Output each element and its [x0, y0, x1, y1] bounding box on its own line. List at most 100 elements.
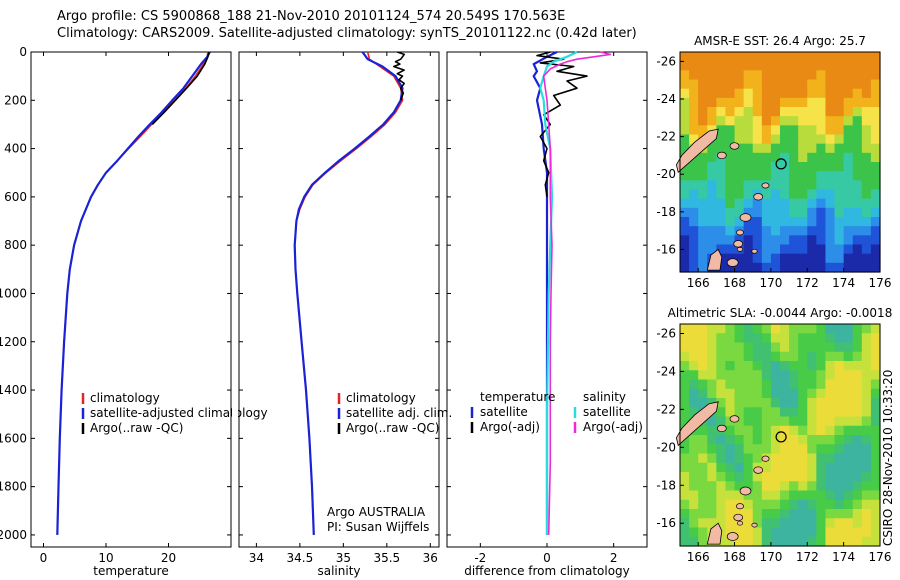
- map-cell: [698, 217, 708, 227]
- map-cell: [852, 235, 863, 246]
- map-cell: [689, 379, 699, 390]
- map-cell: [834, 207, 845, 218]
- map-cell: [825, 324, 836, 334]
- map-cell: [798, 70, 808, 81]
- map-cell: [834, 97, 845, 108]
- map-cell: [770, 361, 781, 371]
- x-tick-label: 174: [832, 276, 855, 290]
- map-cell: [743, 361, 754, 371]
- map-cell: [689, 388, 699, 399]
- map-cell: [807, 361, 817, 371]
- map-cell: [789, 97, 799, 108]
- map-cell: [789, 342, 799, 353]
- y-tick-label: -24: [656, 92, 676, 106]
- map-cell: [752, 171, 763, 181]
- map-cell: [698, 370, 708, 381]
- map-cell: [716, 370, 727, 381]
- map-cell: [734, 171, 745, 181]
- map-cell: [834, 361, 845, 371]
- map-cell: [689, 518, 699, 529]
- map-cell: [825, 472, 836, 482]
- map-cell: [680, 97, 690, 108]
- map-cell: [698, 509, 708, 519]
- map-cell: [725, 235, 736, 246]
- map-cell: [798, 527, 808, 538]
- map-cell: [861, 490, 872, 501]
- map-cell: [807, 107, 817, 117]
- map-cell: [680, 180, 690, 191]
- map-cell: [770, 162, 781, 172]
- map-cell: [770, 226, 781, 236]
- x-tick-label: 172: [796, 550, 819, 564]
- map-cell: [716, 481, 727, 492]
- map-cell: [707, 189, 717, 200]
- map-cell: [689, 97, 699, 108]
- map-cell: [870, 97, 881, 108]
- figure-title-line2: Climatology: CARS2009. Satellite-adjuste…: [57, 26, 637, 41]
- map-cell: [734, 217, 745, 227]
- map-cell: [825, 407, 836, 418]
- map-cell: [761, 490, 772, 501]
- map-cell: [816, 324, 827, 334]
- map-cell: [861, 527, 872, 538]
- map-cell: [761, 361, 772, 371]
- map-cell: [698, 342, 708, 353]
- map-cell: [770, 97, 781, 108]
- map-cell: [734, 453, 745, 464]
- map-cell: [761, 61, 772, 71]
- map-cell: [780, 134, 790, 145]
- map-cell: [825, 425, 836, 436]
- map-cell: [770, 171, 781, 181]
- map-cell: [734, 180, 745, 191]
- map-cell: [807, 462, 817, 473]
- map-cell: [761, 527, 772, 538]
- map-cell: [789, 509, 799, 519]
- map-cell: [770, 370, 781, 381]
- x-tick-label: 35.5: [373, 551, 400, 565]
- map-cell: [870, 425, 881, 436]
- land-island: [736, 503, 744, 510]
- map-cell: [852, 207, 863, 218]
- map-cell: [870, 490, 881, 501]
- map-cell: [852, 472, 863, 482]
- map-cell: [725, 152, 736, 163]
- map-cell: [716, 388, 727, 399]
- map-cell: [707, 481, 717, 492]
- map-cell: [861, 171, 872, 181]
- map-cell: [861, 79, 872, 90]
- map-cell: [798, 536, 808, 547]
- map-cell: [689, 253, 699, 264]
- map-cell: [870, 462, 881, 473]
- map-cell: [770, 61, 781, 71]
- map-cell: [770, 217, 781, 227]
- map-cell: [680, 217, 690, 227]
- map-cell: [716, 244, 727, 255]
- map-cell: [798, 425, 808, 436]
- map-cell: [752, 79, 763, 90]
- timestamp-label: CSIRO 28-Nov-2010 10:33:20: [881, 370, 895, 546]
- map-cell: [734, 152, 745, 163]
- map-cell: [834, 342, 845, 353]
- map-cell: [734, 462, 745, 473]
- map-cell: [852, 171, 863, 181]
- map-cell: [843, 453, 854, 464]
- map-cell: [798, 435, 808, 445]
- map-cell: [852, 79, 863, 90]
- x-tick-label: 36: [423, 551, 438, 565]
- map-cell: [752, 333, 763, 344]
- map-cell: [725, 398, 736, 408]
- map-cell: [761, 207, 772, 218]
- map-cell: [743, 435, 754, 445]
- map-cell: [843, 407, 854, 418]
- map-cell: [689, 407, 699, 418]
- map-cell: [743, 536, 754, 547]
- map-cell: [680, 235, 690, 246]
- map-cell: [698, 88, 708, 99]
- map-cell: [852, 379, 863, 390]
- map-title: Altimetric SLA: -0.0044 Argo: -0.0018: [668, 306, 893, 320]
- map-cell: [798, 253, 808, 264]
- land-island: [733, 513, 744, 522]
- map-cell: [770, 398, 781, 408]
- map-cell: [689, 217, 699, 227]
- map-cell: [789, 388, 799, 399]
